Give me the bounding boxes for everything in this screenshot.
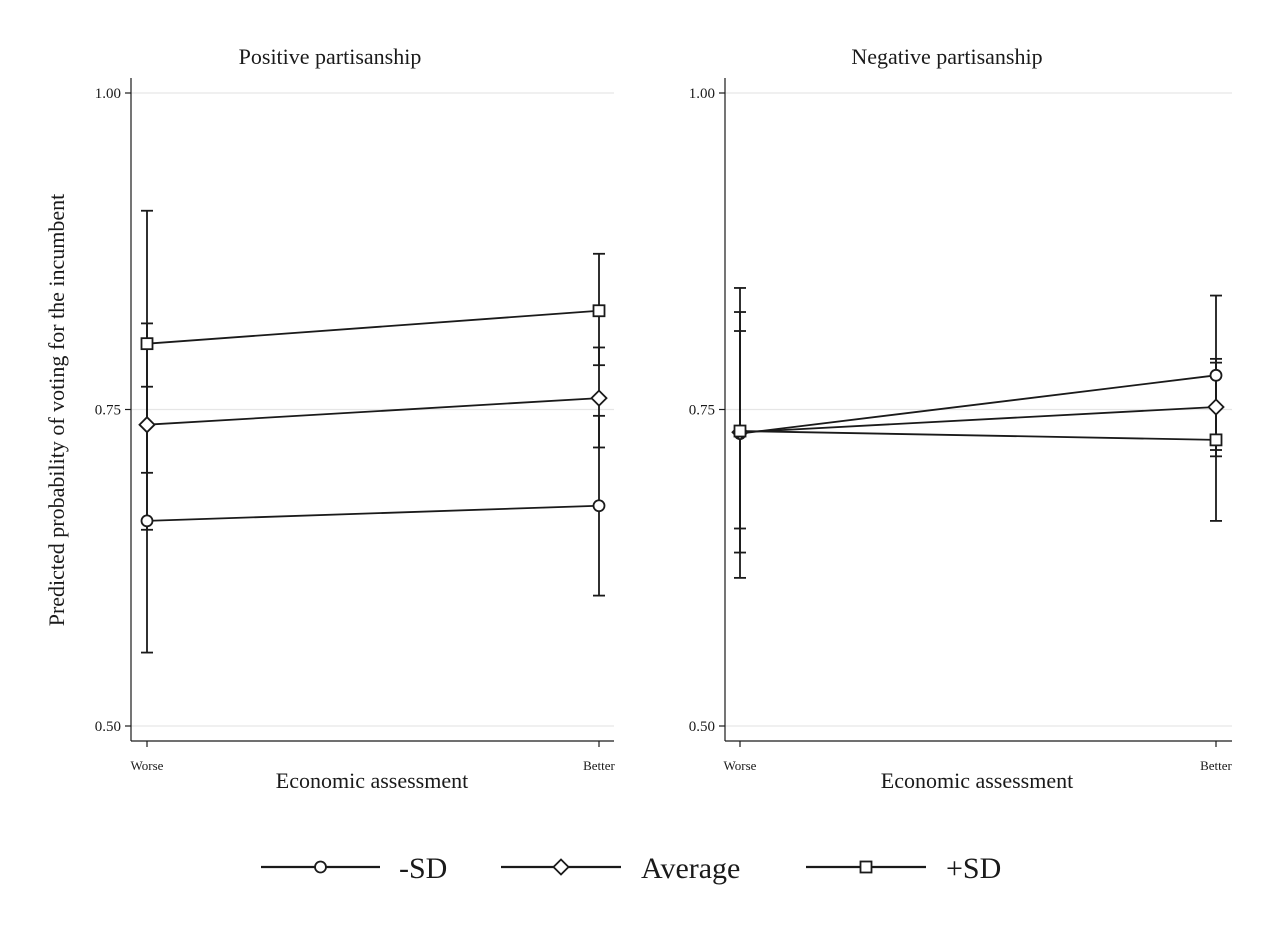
panel-2: Negative partisanship 0.50 0.75 1.00 Worse Be…	[689, 44, 1233, 793]
data-point-square	[1209, 433, 1223, 447]
panel-title: Negative partisanship	[851, 44, 1042, 69]
data-point-diamond	[1207, 398, 1225, 416]
legend-label: -SD	[399, 852, 447, 885]
legend-item-Average: Average	[501, 852, 740, 885]
data-point-diamond	[138, 415, 156, 434]
data-point-circle	[140, 514, 154, 528]
x-tick-label: Worse	[724, 758, 757, 773]
legend-item--SD: -SD	[261, 852, 447, 885]
series-line--SD	[146, 504, 600, 522]
legend-marker-circle	[314, 860, 327, 874]
legend-label: +SD	[946, 852, 1001, 885]
y-tick-label: 1.00	[95, 86, 121, 102]
series-line-Average	[146, 397, 600, 426]
legend-marker-square	[859, 860, 873, 874]
data-point-circle	[592, 499, 606, 513]
series-+SD	[141, 209, 605, 474]
legend-item-+SD: +SD	[806, 852, 1001, 885]
series-line-+SD	[146, 309, 600, 345]
legend-marker-diamond	[552, 858, 570, 876]
data-point-square	[733, 424, 747, 438]
series-Average	[141, 322, 605, 531]
y-tick-label: 1.00	[689, 86, 715, 102]
series-+SD	[734, 330, 1222, 530]
x-axis-title: Economic assessment	[276, 768, 468, 793]
series-line-+SD	[739, 430, 1217, 441]
y-tick-label: 0.50	[689, 719, 715, 735]
panels: Positive partisanship 0.50 0.75 1.00 Worse Be…	[95, 44, 1233, 793]
series-line-Average	[739, 406, 1217, 434]
panel-title: Positive partisanship	[239, 44, 422, 69]
series-line--SD	[739, 374, 1217, 435]
x-tick-label: Better	[1200, 758, 1232, 773]
y-axis-title: Predicted probability of voting for the …	[44, 194, 69, 627]
x-tick-label: Worse	[131, 758, 164, 773]
data-point-circle	[1209, 368, 1223, 382]
x-axis-title: Economic assessment	[881, 768, 1073, 793]
data-point-diamond	[590, 389, 608, 407]
data-point-square	[592, 304, 606, 318]
y-tick-label: 0.50	[95, 719, 121, 735]
data-point-square	[140, 337, 154, 351]
panel-1: Positive partisanship 0.50 0.75 1.00 Worse Be…	[95, 44, 616, 793]
legend: -SD Average +SD	[261, 852, 1001, 885]
y-tick-label: 0.75	[95, 403, 121, 419]
x-tick-label: Better	[583, 758, 615, 773]
legend-label: Average	[641, 852, 740, 885]
y-tick-label: 0.75	[689, 403, 715, 419]
